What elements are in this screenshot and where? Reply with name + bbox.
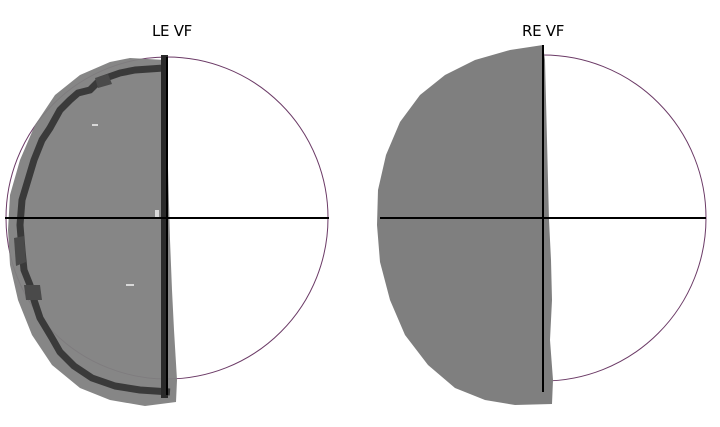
left-defect-outer-halo bbox=[8, 58, 177, 406]
left-defect-dark-fragment-side bbox=[14, 236, 26, 266]
left-defect-dark-contour bbox=[16, 64, 171, 396]
left-defect-dark-fragment-lower bbox=[24, 285, 42, 300]
right-eye-title: RE VF bbox=[522, 22, 564, 40]
left-defect-dark-fragment-top bbox=[95, 74, 112, 88]
left-defect-fleck-1 bbox=[92, 124, 98, 126]
left-eye-panel: LE VF bbox=[5, 22, 329, 406]
left-eye-title: LE VF bbox=[152, 22, 192, 40]
right-defect-area bbox=[377, 45, 553, 405]
left-defect-fleck-3 bbox=[155, 210, 159, 218]
right-eye-panel: RE VF bbox=[377, 22, 707, 405]
left-meridian-dark-band bbox=[161, 55, 168, 398]
left-defect-fleck-2 bbox=[126, 284, 134, 286]
